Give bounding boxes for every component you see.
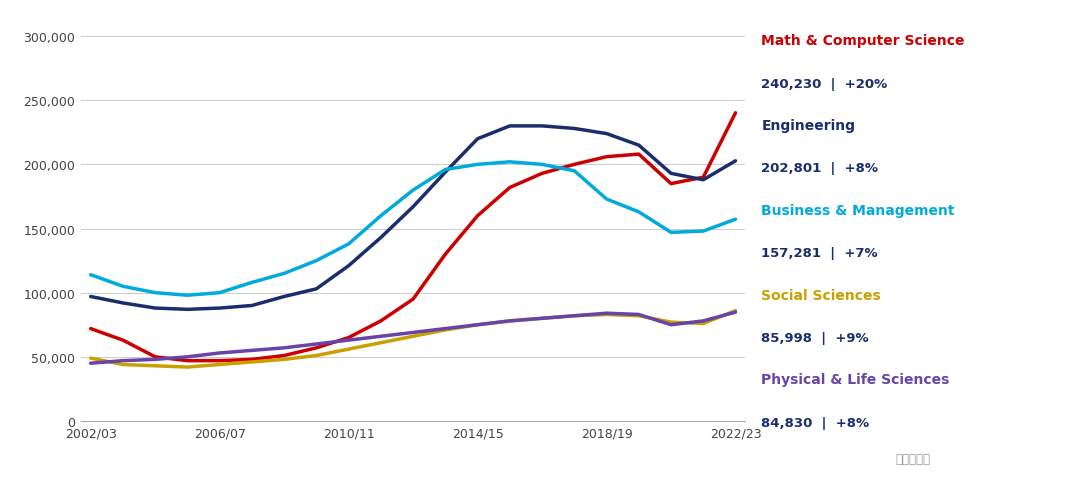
Text: 85,998  |  +9%: 85,998 | +9% [761, 332, 869, 345]
Text: Business & Management: Business & Management [761, 203, 955, 217]
Text: 84,830  |  +8%: 84,830 | +8% [761, 416, 869, 429]
Text: 157,281  |  +7%: 157,281 | +7% [761, 247, 878, 260]
Text: Engineering: Engineering [761, 119, 855, 133]
Text: 202,801  |  +8%: 202,801 | +8% [761, 162, 878, 175]
Text: 留学知识局: 留学知识局 [895, 452, 930, 465]
Text: Physical & Life Sciences: Physical & Life Sciences [761, 373, 949, 387]
Text: Math & Computer Science: Math & Computer Science [761, 34, 964, 48]
Text: 240,230  |  +20%: 240,230 | +20% [761, 77, 888, 91]
Text: Social Sciences: Social Sciences [761, 288, 881, 302]
